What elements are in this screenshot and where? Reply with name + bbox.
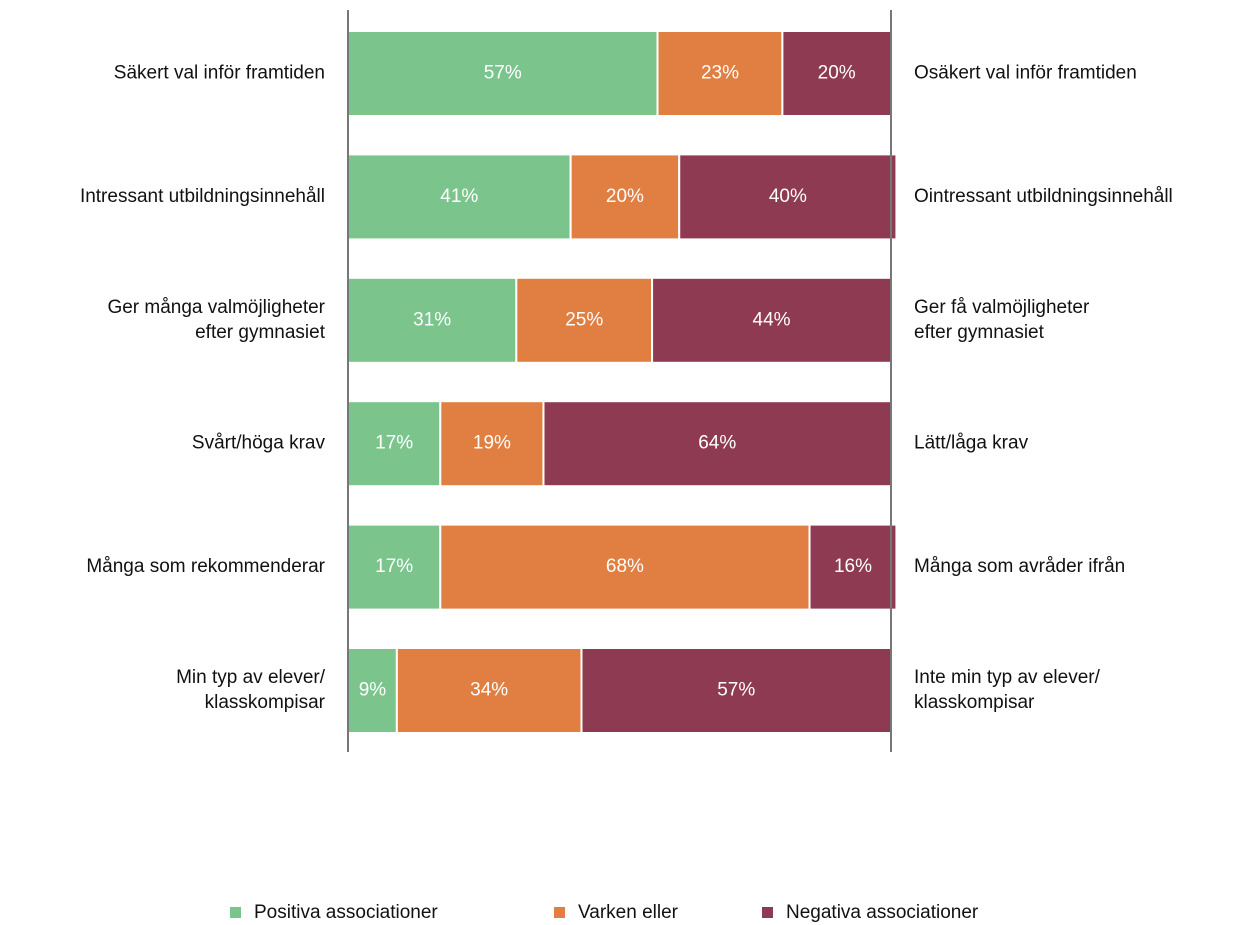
bar-segment: [395, 647, 583, 734]
data-label: 17%: [375, 433, 413, 454]
legend-swatch: [230, 907, 241, 918]
right-label-line: Inte min typ av elever/: [914, 667, 1101, 688]
data-label: 34%: [470, 680, 508, 701]
legend-label: Positiva associationer: [254, 902, 438, 923]
data-label: 57%: [484, 63, 522, 84]
data-label: 40%: [769, 186, 807, 207]
bar-segment: [651, 276, 893, 364]
left-label: Säkert val inför framtiden: [114, 63, 325, 84]
right-label: Lätt/låga krav: [914, 433, 1029, 454]
data-label: 44%: [753, 309, 791, 330]
legend-swatch: [554, 907, 565, 918]
data-label: 20%: [606, 186, 644, 207]
left-label-line: Många som rekommenderar: [86, 556, 325, 577]
left-label: Ger många valmöjligheter efter gymnasiet: [107, 297, 325, 343]
data-label: 20%: [818, 63, 856, 84]
bar-segment: [781, 30, 893, 117]
data-label: 23%: [701, 63, 739, 84]
right-label-line: Ointressant utbildningsinnehåll: [914, 186, 1173, 207]
bar-segment: [678, 153, 898, 241]
data-label: 19%: [473, 433, 511, 454]
left-label: Svårt/höga krav: [192, 433, 326, 454]
bar-segment: [542, 400, 892, 488]
data-label: 31%: [413, 309, 451, 330]
legend-label: Varken eller: [578, 902, 679, 923]
left-label: Min typ av elever/klasskompisar: [176, 667, 326, 713]
bar-segment: [569, 153, 681, 241]
bar-segment: [347, 30, 659, 117]
right-label: Inte min typ av elever/klasskompisar: [914, 667, 1101, 713]
legend-swatch: [762, 907, 773, 918]
left-label-line: Ger många valmöjligheter: [107, 297, 325, 318]
right-label: Osäkert val inför framtiden: [914, 63, 1137, 84]
right-label: Ointressant utbildningsinnehåll: [914, 186, 1173, 207]
left-label-line: Svårt/höga krav: [192, 433, 326, 454]
data-label: 64%: [698, 433, 736, 454]
left-label-line: klasskompisar: [205, 692, 326, 713]
left-label-line: efter gymnasiet: [195, 322, 326, 343]
right-label-line: Ger få valmöjligheter: [914, 297, 1090, 318]
left-label: Intressant utbildningsinnehåll: [80, 186, 325, 207]
bar-segment: [347, 523, 442, 611]
data-label: 9%: [359, 680, 387, 701]
bar-segment: [808, 523, 898, 611]
legend-label: Negativa associationer: [786, 902, 979, 923]
right-label-line: Många som avråder ifrån: [914, 556, 1125, 577]
left-label-line: Min typ av elever/: [176, 667, 326, 688]
bar-segment: [580, 647, 892, 734]
data-label: 25%: [565, 309, 603, 330]
data-label: 68%: [606, 556, 644, 577]
right-label-line: efter gymnasiet: [914, 322, 1045, 343]
bar-segment: [347, 276, 518, 364]
data-label: 17%: [375, 556, 413, 577]
left-label-line: Intressant utbildningsinnehåll: [80, 186, 325, 207]
right-label-line: Osäkert val inför framtiden: [914, 63, 1137, 84]
bar-segment: [515, 276, 654, 364]
bar-segment: [347, 400, 442, 488]
left-label: Många som rekommenderar: [86, 556, 325, 577]
left-label-line: Säkert val inför framtiden: [114, 63, 325, 84]
data-label: 57%: [717, 680, 755, 701]
bar-segment: [439, 523, 811, 611]
bar-segment: [656, 30, 784, 117]
right-label-line: klasskompisar: [914, 692, 1035, 713]
right-label: Ger få valmöjligheter efter gymnasiet: [914, 297, 1090, 343]
right-label-line: Lätt/låga krav: [914, 433, 1029, 454]
data-label: 41%: [440, 186, 478, 207]
right-label: Många som avråder ifrån: [914, 556, 1125, 577]
data-label: 16%: [834, 556, 872, 577]
